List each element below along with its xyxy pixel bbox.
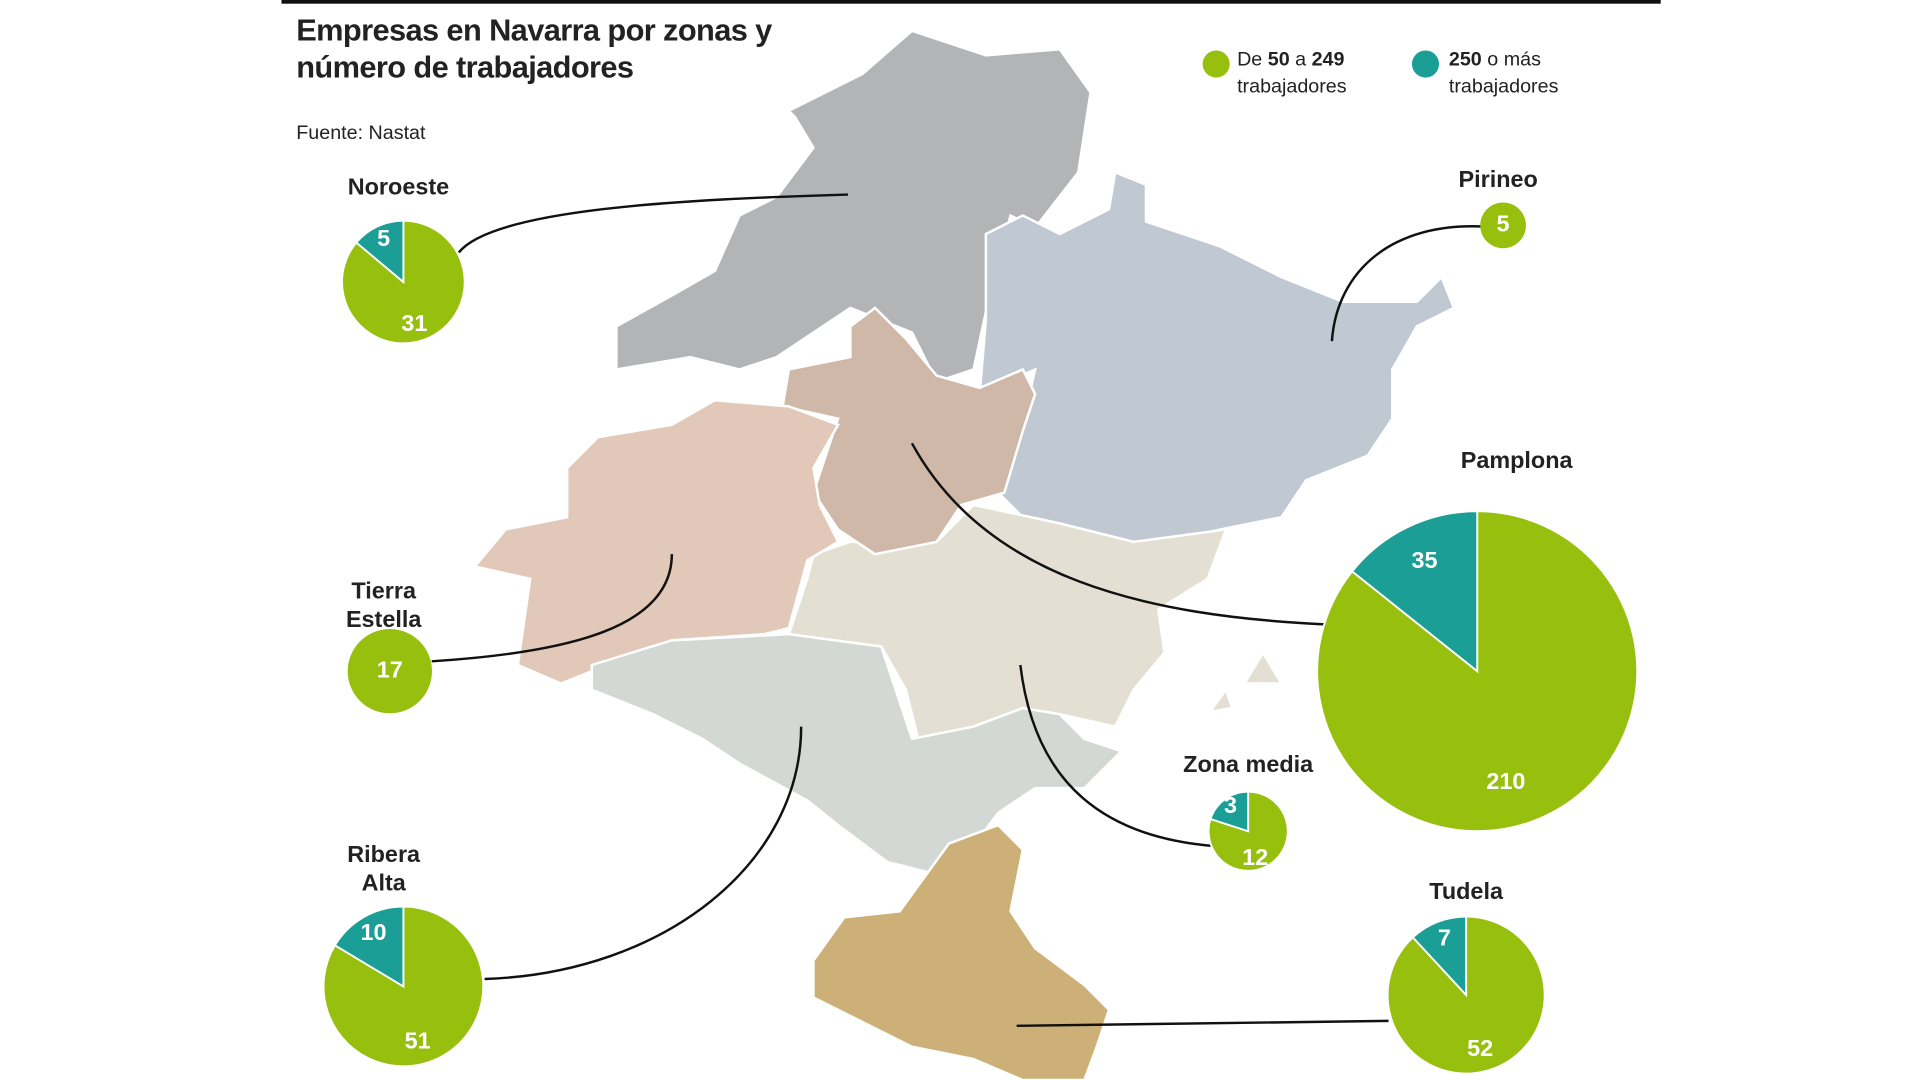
zone-name: Noroeste [347, 174, 450, 201]
pie-slice [1411, 915, 1468, 998]
legend-text: a [1295, 49, 1307, 71]
pies: Noroeste 31 5 Pirineo 5 Pamplona 210 35 Tierra E… [322, 167, 1639, 1075]
zone-name: Pamplona [1460, 448, 1573, 475]
pie-value-label: 5 [377, 225, 390, 251]
pie-slice [1209, 790, 1250, 833]
connector [1330, 225, 1485, 342]
pie-value-label: 12 [1242, 844, 1268, 870]
pie-value-label: 52 [1467, 1035, 1493, 1061]
zone-name: Tierra Estella [345, 578, 422, 633]
zone-label-box: Tudela [1429, 879, 1503, 906]
map-regions [472, 29, 1456, 1080]
zone-name: Tudela [1429, 879, 1503, 906]
zone-label-box: Pirineo [1458, 167, 1538, 194]
source-box: Fuente: Nastat [296, 123, 426, 145]
zone-label-box: Noroeste [347, 174, 450, 201]
region-tudela [812, 823, 1111, 1080]
connector [910, 442, 1325, 626]
connector [1019, 664, 1214, 848]
region-tierra-estella [472, 398, 840, 685]
legend-label: De 50 a 249 trabajadores [1237, 47, 1397, 101]
connector [457, 193, 848, 254]
legend-text: 249 [1311, 49, 1345, 71]
zone-label-box: Pamplona [1460, 448, 1573, 475]
pie-value-label: 7 [1438, 925, 1451, 951]
legend-label: 250 o más trabajadores [1449, 47, 1609, 101]
legend-swatch [1411, 50, 1440, 78]
zone-name: Pirineo [1458, 167, 1538, 194]
title: Empresas en Navarra por zonas y número d… [296, 13, 772, 85]
pie-value-label: 10 [360, 919, 386, 945]
legend-item: De 50 a 249 trabajadores [1237, 47, 1397, 101]
region-zona-media [787, 503, 1228, 741]
region-enclave [1242, 650, 1284, 685]
pie-value-label: 5 [1497, 211, 1510, 237]
top-rule [281, 0, 1661, 4]
zone-label-box: Ribera Alta [347, 842, 421, 897]
legend-text: o más trabajadores [1448, 49, 1559, 98]
region-pirineo [978, 170, 1456, 550]
pie-slice [355, 219, 405, 284]
pie-value-label: 17 [377, 656, 403, 682]
legend-text: 50 [1267, 49, 1290, 71]
pie-slice [347, 629, 432, 714]
legend-swatch [1202, 50, 1230, 78]
connector [1016, 1019, 1389, 1028]
region-ribera-alta [590, 632, 1124, 876]
pie-slice [333, 905, 405, 989]
pie-slice [1350, 510, 1479, 674]
source: Fuente: Nastat [296, 123, 426, 145]
pie-value-label: 31 [401, 310, 427, 336]
connector [484, 726, 803, 981]
legend-text: De [1237, 49, 1263, 71]
title-box: Empresas en Navarra por zonas y número d… [296, 13, 772, 85]
zone-label-box: Zona media [1183, 752, 1314, 779]
zone-name: Ribera Alta [347, 842, 421, 897]
zone-name: Zona media [1183, 752, 1314, 779]
pie-slice [1480, 202, 1526, 249]
connector [431, 554, 674, 663]
pie-value-label: 35 [1411, 547, 1437, 573]
connectors [431, 193, 1485, 1028]
zone-label-box: Tierra Estella [345, 578, 422, 633]
region-enclave [1207, 686, 1234, 714]
legend-item: 250 o más trabajadores [1449, 47, 1609, 101]
legend-text: 250 [1448, 49, 1482, 71]
pie-value-label: 51 [405, 1027, 431, 1053]
pie-value-label: 210 [1486, 768, 1525, 794]
legend-text: trabajadores [1237, 76, 1347, 98]
pie-value-label: 3 [1224, 792, 1237, 818]
